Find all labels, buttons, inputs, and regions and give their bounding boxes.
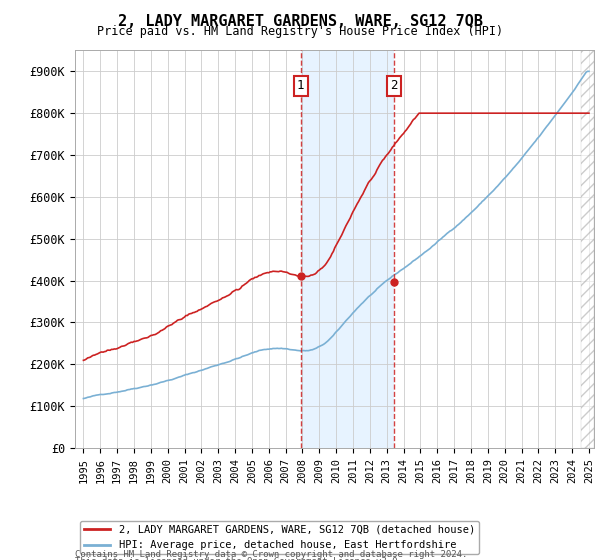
- Bar: [581, 50, 594, 448]
- Text: Contains HM Land Registry data © Crown copyright and database right 2024.: Contains HM Land Registry data © Crown c…: [75, 550, 467, 559]
- Bar: [301, 50, 394, 448]
- Text: 2, LADY MARGARET GARDENS, WARE, SG12 7QB: 2, LADY MARGARET GARDENS, WARE, SG12 7QB: [118, 14, 482, 29]
- Text: 2: 2: [391, 80, 398, 92]
- Legend: 2, LADY MARGARET GARDENS, WARE, SG12 7QB (detached house), HPI: Average price, d: 2, LADY MARGARET GARDENS, WARE, SG12 7QB…: [80, 521, 479, 554]
- Text: This data is licensed under the Open Government Licence v3.0.: This data is licensed under the Open Gov…: [75, 557, 403, 560]
- Text: 1: 1: [297, 80, 304, 92]
- Text: Price paid vs. HM Land Registry's House Price Index (HPI): Price paid vs. HM Land Registry's House …: [97, 25, 503, 38]
